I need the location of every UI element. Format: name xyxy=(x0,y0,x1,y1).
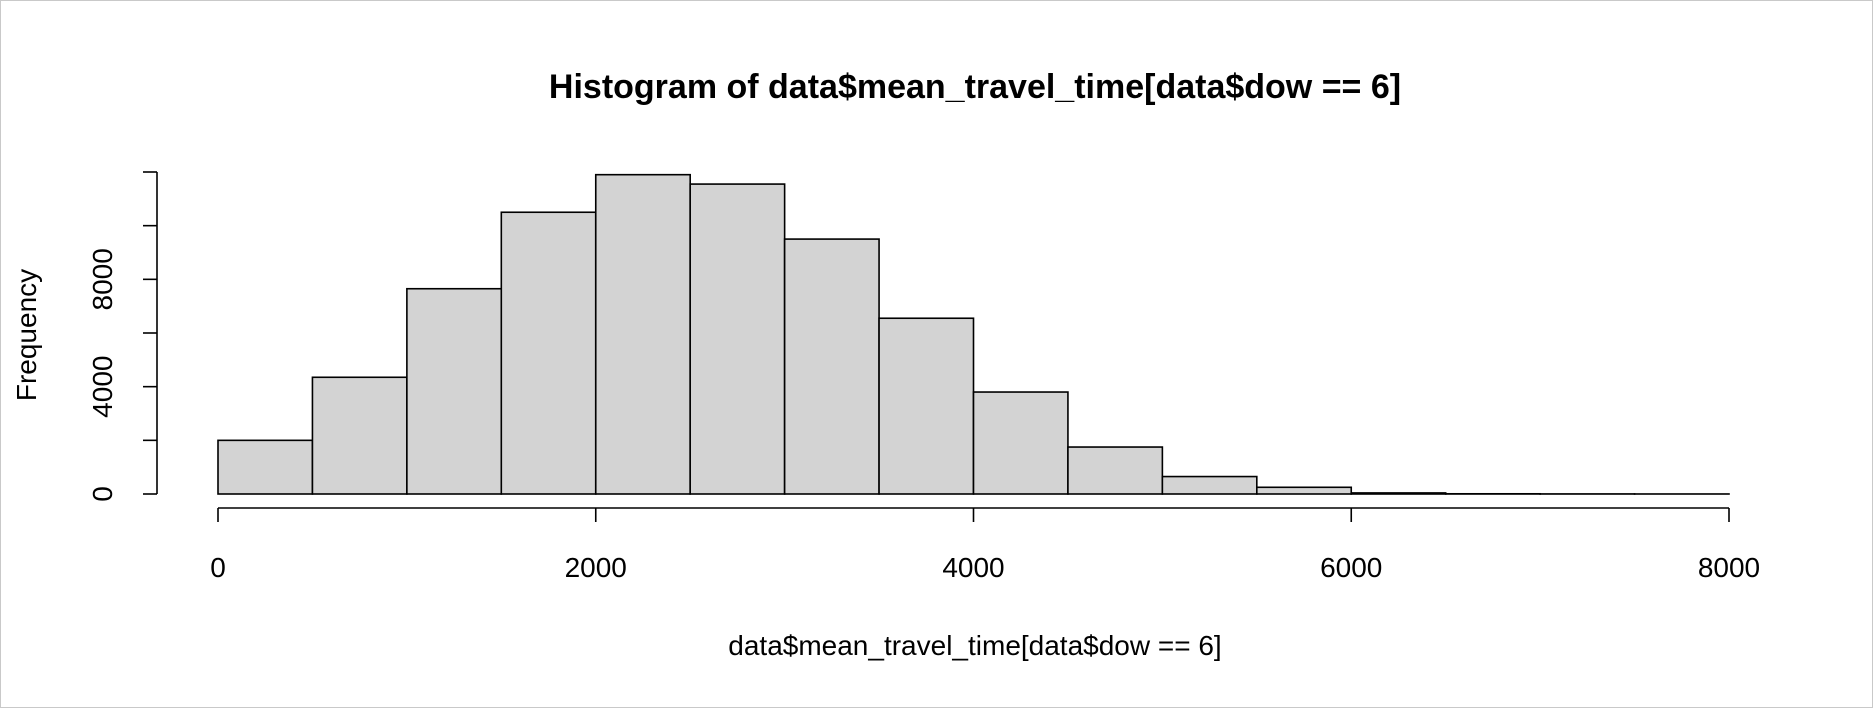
x-axis-label: data$mean_travel_time[data$dow == 6] xyxy=(728,630,1221,661)
histogram-bar xyxy=(689,183,786,495)
histogram-bar xyxy=(217,439,314,495)
histogram-bar xyxy=(406,287,503,495)
histogram-bar xyxy=(594,173,691,495)
histogram-bar xyxy=(1256,486,1353,495)
x-tick-label: 2000 xyxy=(565,552,627,583)
histogram-bar xyxy=(500,211,597,495)
histogram-bar xyxy=(783,238,880,495)
chart-title: Histogram of data$mean_travel_time[data$… xyxy=(549,68,1401,106)
histogram-bar xyxy=(1067,446,1164,495)
histogram-bars xyxy=(217,173,1730,495)
histogram-bar xyxy=(311,376,408,495)
y-tick-label: 4000 xyxy=(87,356,118,418)
x-tick-label: 6000 xyxy=(1320,552,1382,583)
y-axis-label: Frequency xyxy=(11,269,42,401)
histogram-bar xyxy=(1350,492,1447,495)
y-axis: 0 4000 8000 xyxy=(87,171,158,502)
histogram-bar xyxy=(972,391,1069,495)
x-tick-label: 0 xyxy=(210,552,226,583)
y-tick-label: 8000 xyxy=(87,248,118,310)
histogram-bar xyxy=(1161,475,1258,495)
x-tick-label: 8000 xyxy=(1698,552,1760,583)
histogram-bar xyxy=(878,317,975,495)
y-tick-label: 0 xyxy=(87,486,118,502)
x-axis: 0 2000 4000 6000 8000 xyxy=(210,507,1760,583)
x-tick-label: 4000 xyxy=(942,552,1004,583)
